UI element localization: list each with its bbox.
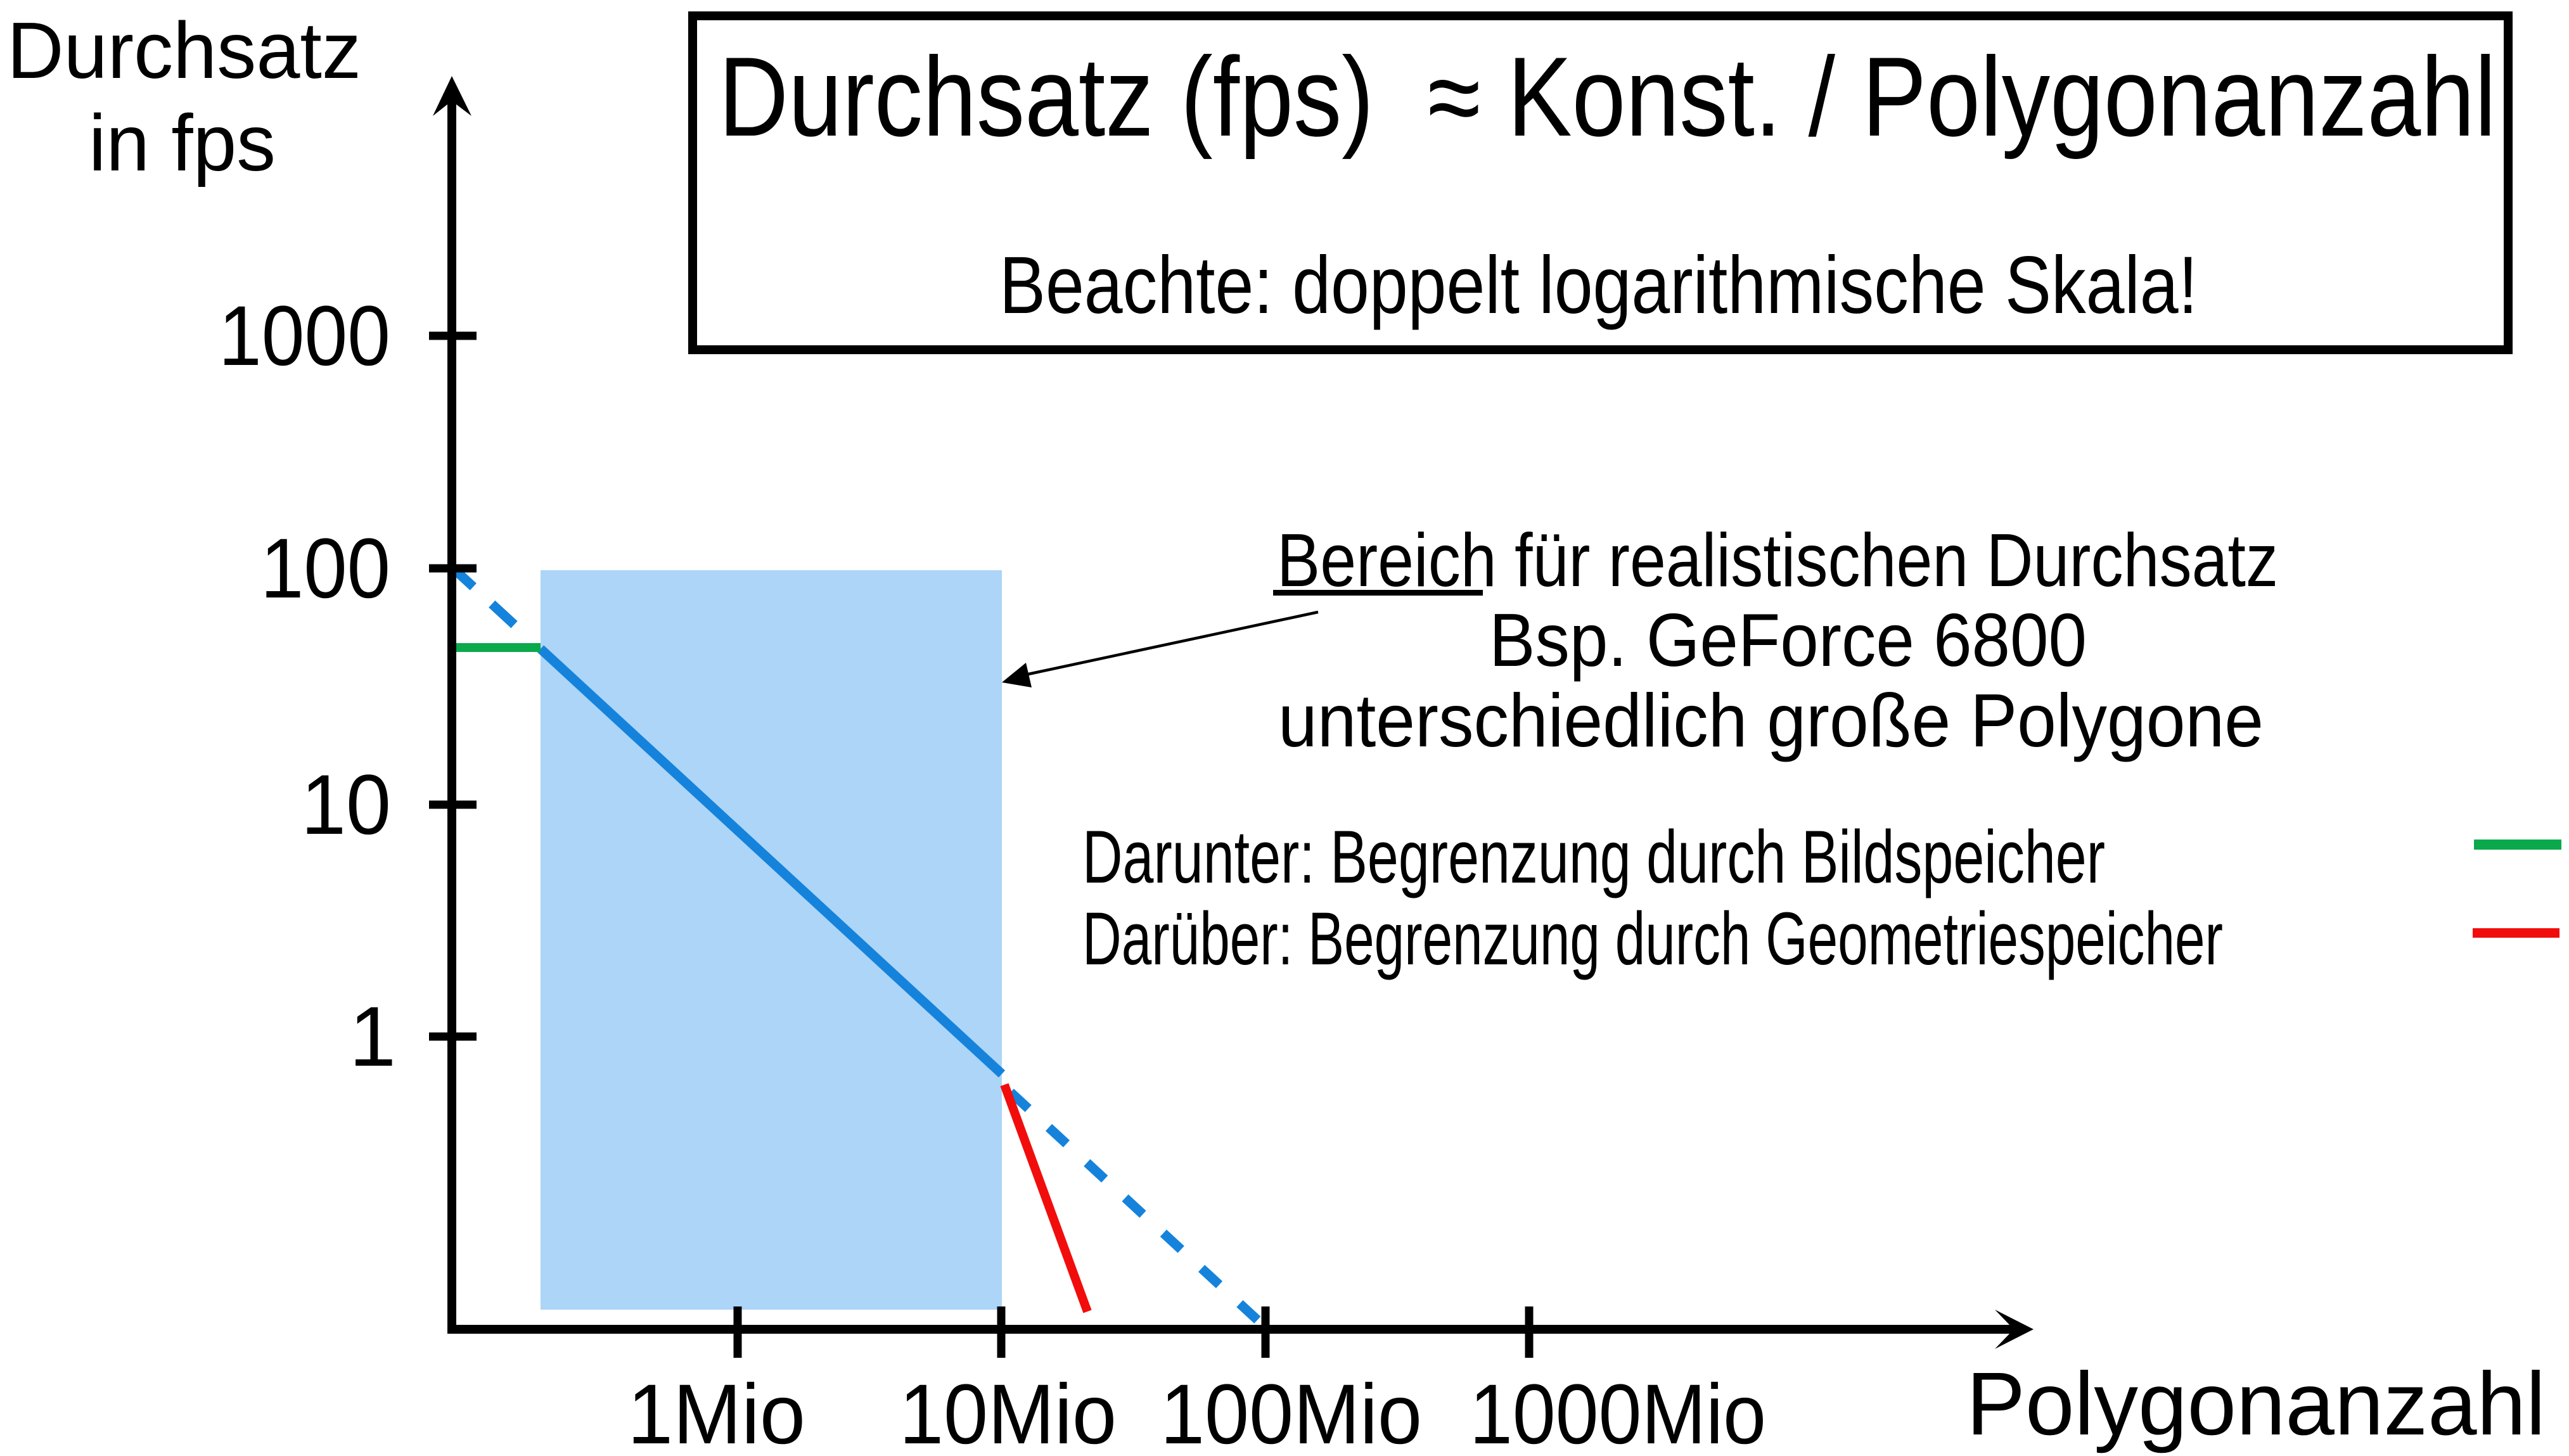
svg-text:Polygonanzahl: Polygonanzahl: [1966, 1353, 2546, 1453]
svg-text:Durchsatz (fps) ≈ Konst. / Po: Durchsatz (fps) ≈ Konst. / Polygonanzahl: [719, 34, 2496, 160]
svg-text:unterschiedlich große Polygone: unterschiedlich große Polygone: [1278, 679, 2264, 763]
svg-text:100Mio: 100Mio: [1160, 1367, 1422, 1456]
svg-text:Darüber: Begrenzung durch Geom: Darüber: Begrenzung durch Geometriespeic…: [1082, 897, 2223, 981]
svg-text:Darunter: Begrenzung durch Bil: Darunter: Begrenzung durch Bildspeicher: [1082, 815, 2105, 899]
svg-text:1000: 1000: [219, 289, 390, 383]
svg-text:Durchsatz: Durchsatz: [7, 6, 361, 95]
svg-text:10: 10: [301, 758, 391, 852]
svg-text:1: 1: [349, 990, 396, 1084]
svg-text:1000Mio: 1000Mio: [1470, 1367, 1766, 1456]
svg-text:Bsp. GeForce 6800: Bsp. GeForce 6800: [1489, 598, 2087, 682]
svg-text:10Mio: 10Mio: [899, 1367, 1117, 1456]
svg-text:in fps: in fps: [89, 98, 276, 188]
svg-text:1Mio: 1Mio: [627, 1367, 805, 1456]
svg-text:Beachte: doppelt logarithmisch: Beachte: doppelt logarithmische Skala!: [999, 240, 2198, 331]
svg-text:Bereich für realistischen Durc: Bereich für realistischen Durchsatz: [1277, 518, 2278, 603]
svg-text:100: 100: [260, 521, 390, 616]
